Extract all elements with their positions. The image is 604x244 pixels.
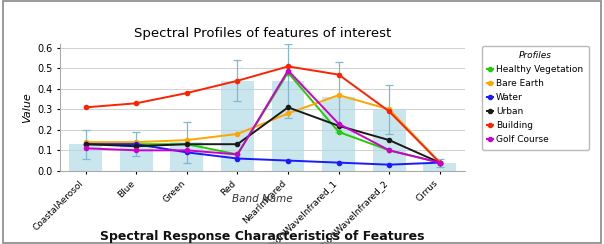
Building bbox=[436, 161, 443, 164]
Line: Healthy Vegetation: Healthy Vegetation bbox=[83, 71, 442, 165]
Water bbox=[284, 159, 292, 162]
Line: Golf Course: Golf Course bbox=[83, 68, 442, 165]
Urban bbox=[284, 106, 292, 109]
Healthy Vegetation bbox=[183, 143, 190, 146]
Bar bbox=[423, 163, 456, 171]
Bar bbox=[272, 81, 304, 171]
Bare Earth bbox=[183, 139, 190, 142]
Bare Earth bbox=[436, 161, 443, 164]
Bare Earth bbox=[133, 141, 140, 144]
Urban bbox=[385, 139, 393, 142]
Bar bbox=[170, 142, 204, 171]
Urban bbox=[82, 143, 89, 146]
Bare Earth bbox=[284, 112, 292, 115]
Bar bbox=[221, 81, 254, 171]
Healthy Vegetation bbox=[234, 153, 241, 156]
Urban bbox=[133, 145, 140, 148]
Bare Earth bbox=[385, 108, 393, 111]
Water bbox=[385, 163, 393, 166]
Healthy Vegetation bbox=[82, 143, 89, 146]
Golf Course bbox=[234, 153, 241, 156]
Golf Course bbox=[284, 69, 292, 72]
Healthy Vegetation bbox=[385, 149, 393, 152]
Bare Earth bbox=[335, 94, 342, 97]
Urban bbox=[183, 143, 190, 146]
Y-axis label: Value: Value bbox=[22, 92, 32, 123]
Healthy Vegetation bbox=[284, 71, 292, 74]
Bar bbox=[322, 97, 355, 171]
Building bbox=[133, 102, 140, 105]
Healthy Vegetation bbox=[436, 161, 443, 164]
Bar bbox=[120, 144, 153, 171]
Golf Course bbox=[436, 161, 443, 164]
Golf Course bbox=[82, 147, 89, 150]
Golf Course bbox=[133, 149, 140, 152]
Line: Bare Earth: Bare Earth bbox=[83, 93, 442, 165]
Healthy Vegetation bbox=[335, 131, 342, 133]
Building bbox=[234, 79, 241, 82]
Line: Water: Water bbox=[83, 142, 442, 167]
Text: Band Name: Band Name bbox=[233, 194, 293, 204]
Water bbox=[82, 143, 89, 146]
Building bbox=[284, 65, 292, 68]
Golf Course bbox=[385, 149, 393, 152]
Line: Urban: Urban bbox=[83, 105, 442, 165]
Water bbox=[234, 157, 241, 160]
Water bbox=[133, 143, 140, 146]
Urban bbox=[234, 143, 241, 146]
Golf Course bbox=[183, 149, 190, 152]
Water bbox=[183, 151, 190, 154]
Water bbox=[335, 161, 342, 164]
Urban bbox=[436, 161, 443, 164]
Text: Spectral Response Characteristics of Features: Spectral Response Characteristics of Fea… bbox=[100, 230, 425, 243]
Building bbox=[183, 92, 190, 94]
Legend: Healthy Vegetation, Bare Earth, Water, Urban, Building, Golf Course: Healthy Vegetation, Bare Earth, Water, U… bbox=[482, 46, 589, 150]
Building bbox=[335, 73, 342, 76]
Bare Earth bbox=[82, 141, 89, 144]
Bare Earth bbox=[234, 132, 241, 135]
Urban bbox=[335, 124, 342, 127]
Title: Spectral Profiles of features of interest: Spectral Profiles of features of interes… bbox=[134, 27, 391, 40]
Water bbox=[436, 161, 443, 164]
Golf Course bbox=[335, 122, 342, 125]
Line: Building: Building bbox=[83, 64, 442, 165]
Healthy Vegetation bbox=[133, 143, 140, 146]
Building bbox=[385, 110, 393, 113]
Bar bbox=[69, 144, 102, 171]
Building bbox=[82, 106, 89, 109]
Bar bbox=[373, 109, 406, 171]
